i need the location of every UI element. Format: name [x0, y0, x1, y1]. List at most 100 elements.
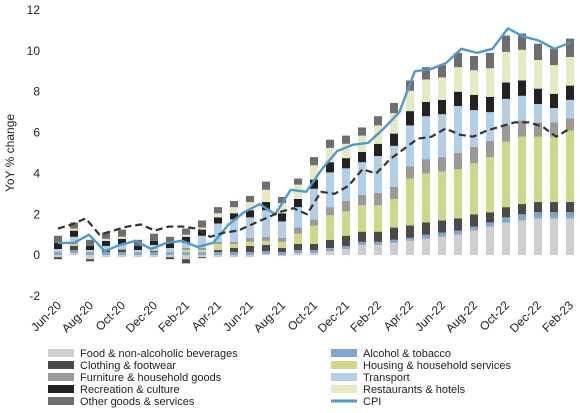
bar-segment — [406, 240, 414, 256]
bar-segment — [374, 143, 382, 157]
bar-segment — [390, 198, 398, 228]
bar-segment — [182, 228, 190, 235]
bar-segment — [454, 169, 462, 219]
bar-segment — [518, 136, 526, 205]
bar-segment — [294, 227, 302, 234]
bar-segment — [278, 241, 286, 248]
bar-segment — [486, 96, 494, 113]
bar-segment — [406, 111, 414, 126]
y-tick-label: 10 — [27, 44, 41, 58]
bar-segment — [246, 217, 254, 238]
bar-segment — [406, 225, 414, 238]
bar-segment — [182, 255, 190, 260]
bar-segment — [70, 228, 78, 231]
bar-segment — [422, 222, 430, 235]
legend-swatch — [48, 385, 74, 393]
bar-segment — [246, 237, 254, 242]
bar-segment — [118, 252, 126, 256]
bar-segment — [86, 255, 94, 260]
x-tick-label: Oct-20 — [93, 298, 129, 334]
bar-segment — [502, 217, 510, 223]
bar-segment — [198, 247, 206, 251]
bar-segment — [150, 255, 158, 258]
bar-segment — [86, 250, 94, 253]
bar-segment — [198, 227, 206, 230]
bar-segment — [454, 106, 462, 153]
x-tick-label: Dec-21 — [315, 298, 352, 335]
bar-segment — [486, 226, 494, 256]
bar-segment — [518, 33, 526, 50]
bar-segment — [214, 213, 222, 218]
bar-segment — [246, 241, 254, 246]
bar-segment — [310, 253, 318, 256]
bar-segment — [422, 234, 430, 239]
bar-segment — [262, 240, 270, 245]
x-axis: Jun-20Aug-20Oct-20Dec-20Feb-21Apr-21Jun-… — [28, 298, 576, 335]
bar-segment — [534, 136, 542, 203]
bar-segment — [534, 122, 542, 137]
bar-segment — [342, 158, 350, 169]
bar-segment — [438, 114, 446, 158]
bar-segment — [262, 202, 270, 211]
bar-segment — [102, 238, 110, 241]
bar-segment — [422, 116, 430, 160]
bar-segment — [150, 251, 158, 253]
bar-segment — [214, 250, 222, 253]
bar-segment — [326, 172, 334, 208]
bar-segment — [502, 125, 510, 142]
legend-swatch — [48, 373, 74, 381]
bar-segment — [390, 133, 398, 146]
bar-segment — [534, 103, 542, 123]
bar-segment — [566, 56, 574, 86]
bar-segment — [566, 85, 574, 100]
bar-segment — [358, 151, 366, 163]
bar-segment — [230, 241, 238, 244]
bar-segment — [278, 203, 286, 214]
bar-segment — [198, 220, 206, 228]
bar-segment — [102, 255, 110, 258]
bar-segment — [326, 139, 334, 148]
x-tick-label: Feb-22 — [347, 298, 384, 335]
bar-segment — [534, 43, 542, 61]
bar-segment — [262, 254, 270, 256]
bar-segment — [470, 55, 478, 71]
bar-segment — [150, 249, 158, 252]
legend-swatch — [48, 397, 74, 405]
series-lines — [57, 27, 571, 253]
bar-segment — [246, 195, 254, 203]
bar-segment — [454, 234, 462, 256]
legend-swatch — [331, 361, 357, 369]
bar-segment — [422, 173, 430, 223]
bar-segment — [198, 252, 206, 256]
x-tick-label: Apr-21 — [189, 298, 225, 334]
bar-segment — [342, 235, 350, 246]
bar-segment — [326, 251, 334, 256]
bar-segment — [406, 166, 414, 179]
bar-segment — [182, 236, 190, 243]
bar-segment — [310, 219, 318, 226]
bar-segment — [70, 250, 78, 254]
legend-label: Recreation & culture — [80, 384, 180, 396]
bar-segment — [550, 212, 558, 219]
bar-segment — [518, 120, 526, 137]
bar-segment — [342, 135, 350, 144]
bar-segment — [438, 77, 446, 100]
bar-segment — [214, 255, 222, 258]
bar-segment — [326, 147, 334, 163]
legend: Food & non-alcoholic beverages Alcohol & … — [48, 348, 511, 408]
x-tick-label: Feb-21 — [155, 298, 192, 335]
bar-segment — [566, 218, 574, 256]
y-axis: -2 0 2 4 6 8 10 12 — [27, 3, 41, 303]
bar-segment — [470, 146, 478, 164]
bar-segment — [374, 156, 382, 193]
bar-segment — [454, 52, 462, 68]
bar-segment — [342, 245, 350, 250]
bar-segment — [102, 245, 110, 251]
bar-segment — [310, 165, 318, 180]
bar-segment — [182, 242, 190, 248]
bar-segment — [518, 80, 526, 96]
bar-segment — [262, 181, 270, 190]
legend-label: Other goods & services — [80, 396, 195, 408]
bar-segment — [406, 178, 414, 226]
bar-segment — [246, 252, 254, 256]
